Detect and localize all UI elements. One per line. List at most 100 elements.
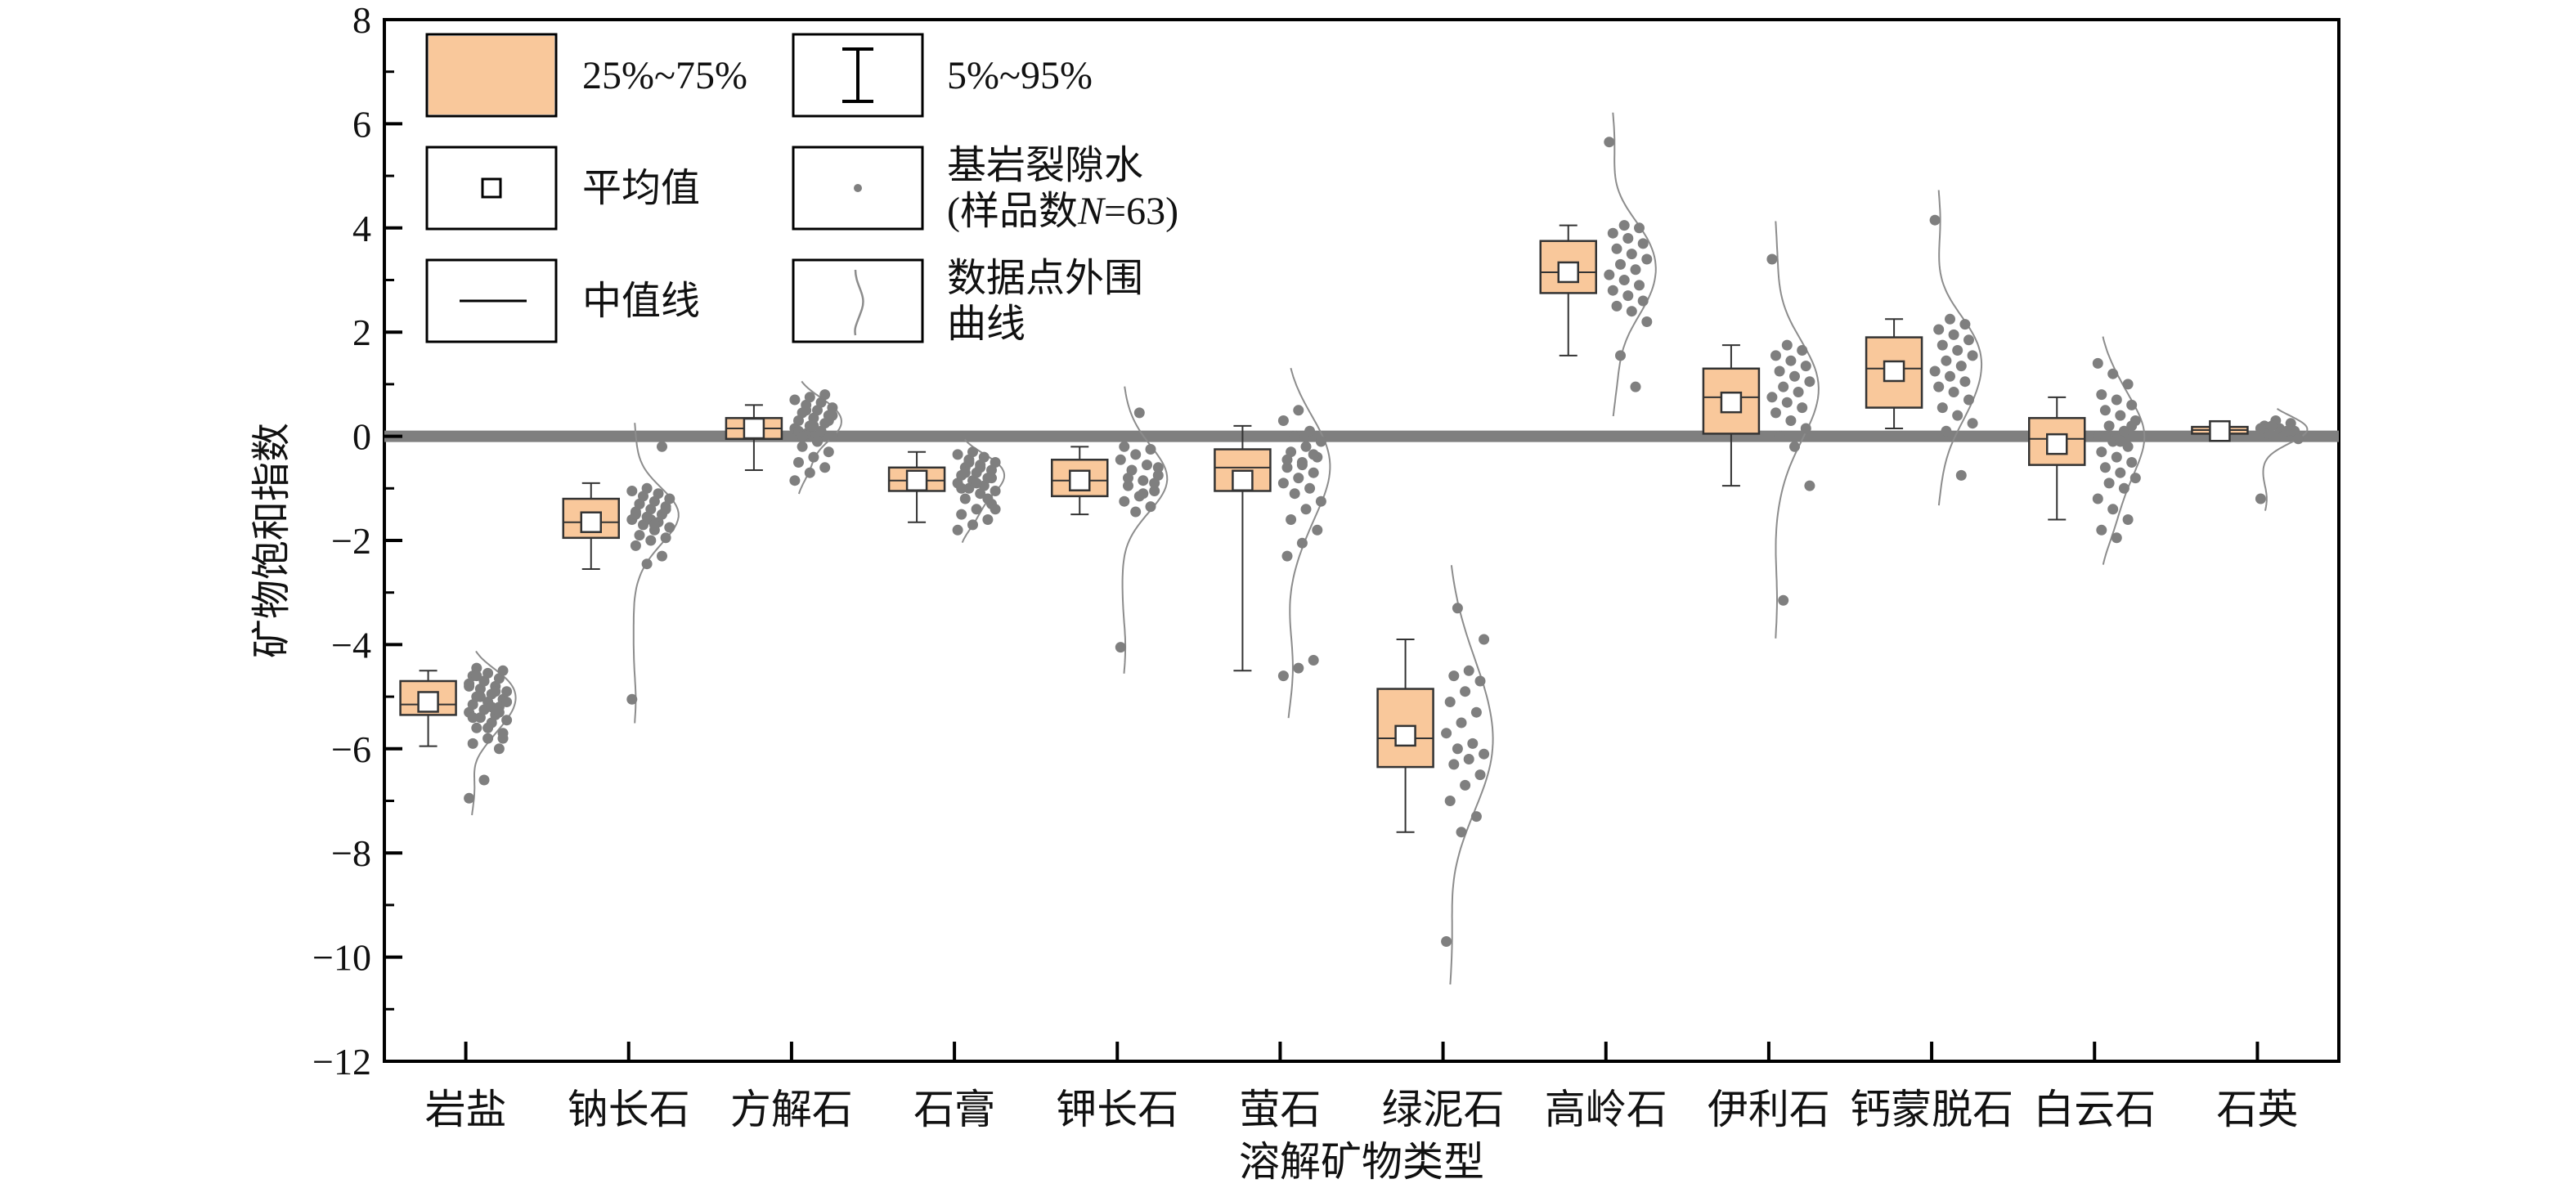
legend-point-icon [854, 184, 862, 192]
data-point [1622, 233, 1634, 244]
data-point [1800, 361, 1811, 372]
mean-marker [1557, 261, 1579, 284]
density-curve [1121, 386, 1169, 674]
data-point [1611, 300, 1622, 312]
data-point [1441, 936, 1452, 947]
data-point [626, 693, 638, 705]
mean-marker [1883, 360, 1905, 383]
data-point [478, 675, 490, 687]
data-point [482, 733, 494, 744]
data-point [804, 467, 815, 478]
data-point [2092, 431, 2103, 442]
data-point [467, 712, 478, 724]
data-point [1936, 402, 1948, 414]
legend-curve-label-line1: 数据点外围 [947, 257, 1143, 300]
data-point [501, 697, 513, 707]
data-point [1789, 370, 1800, 382]
data-point [1300, 504, 1312, 515]
data-point [2096, 446, 2107, 458]
x-tick-label: 方解石 [730, 1087, 853, 1132]
data-point [2122, 514, 2134, 525]
legend-box-swatch-frame [425, 33, 558, 118]
mean-marker [2046, 433, 2068, 455]
mean-marker [417, 691, 439, 713]
data-point [1444, 697, 1456, 707]
data-point [1766, 392, 1778, 403]
data-point [1770, 350, 1781, 361]
legend-curve-icon [854, 269, 864, 336]
data-point [1452, 603, 1463, 614]
data-point [1308, 655, 1319, 666]
x-tick-label: 石英 [2216, 1087, 2298, 1132]
data-point [1119, 495, 1130, 507]
data-point [1448, 759, 1460, 770]
data-point [1286, 514, 1297, 525]
mean-marker [1069, 469, 1091, 491]
data-point [1467, 737, 1479, 749]
x-tick-label: 白云石 [2033, 1087, 2156, 1132]
x-tick-label: 萤石 [1239, 1087, 1321, 1132]
data-point [1766, 253, 1778, 265]
y-tick-label: −4 [331, 624, 371, 666]
data-point [963, 457, 975, 468]
data-point [1622, 290, 1634, 302]
data-point [1138, 488, 1149, 500]
data-point [1138, 475, 1149, 486]
data-point [2096, 524, 2107, 536]
data-point [1948, 329, 1959, 340]
data-point [1607, 227, 1618, 239]
data-point [1618, 275, 1630, 285]
density-curve [1449, 565, 1494, 985]
data-point [1456, 717, 1467, 729]
y-tick-label: −6 [331, 729, 371, 770]
data-point [490, 686, 501, 697]
data-point [1929, 214, 1941, 226]
data-point [1300, 441, 1312, 452]
density-curve [1937, 190, 1983, 506]
data-point [664, 493, 675, 504]
data-point [2099, 405, 2111, 416]
y-tick-label: 0 [352, 416, 371, 458]
data-point [1641, 316, 1653, 327]
data-point [1149, 477, 1160, 489]
y-tick-label: −2 [331, 520, 371, 562]
data-point [1123, 473, 1133, 484]
legend-curve-swatch-frame [792, 258, 924, 343]
data-point [1967, 418, 1978, 429]
data-point [1945, 313, 1955, 325]
data-point [1308, 467, 1319, 478]
data-point [2092, 357, 2103, 369]
density-curve [471, 650, 517, 816]
legend-mean-label: 平均值 [582, 167, 700, 210]
data-point [1293, 405, 1304, 416]
data-point [1452, 743, 1463, 755]
data-point [1959, 319, 1971, 330]
legend-points-label-line2: (样品数N=63) [947, 190, 1178, 233]
data-point [1460, 686, 1471, 697]
y-axis-label: 矿物饱和指数 [250, 423, 294, 658]
data-point [975, 462, 986, 473]
data-point [1955, 469, 1967, 481]
data-point [1637, 238, 1649, 249]
data-point [1308, 449, 1319, 460]
data-point [2107, 368, 2119, 379]
data-point [626, 486, 638, 496]
data-point [827, 431, 838, 442]
data-point [1933, 324, 1945, 335]
data-point [471, 722, 482, 733]
y-tick-label: 8 [352, 0, 371, 41]
data-point [2099, 462, 2111, 473]
data-point [819, 462, 831, 473]
legend-whisker-label: 5%~95% [947, 54, 1093, 97]
data-point [1277, 670, 1289, 682]
data-point [1604, 137, 1615, 148]
data-point [501, 686, 513, 697]
data-point [2107, 504, 2119, 515]
data-point [956, 509, 967, 520]
data-point [1130, 506, 1142, 518]
data-point [1963, 334, 1974, 346]
data-point [1618, 220, 1630, 231]
x-tick-label: 伊利石 [1708, 1087, 1830, 1132]
data-point [812, 436, 823, 447]
data-point [1778, 594, 1789, 606]
